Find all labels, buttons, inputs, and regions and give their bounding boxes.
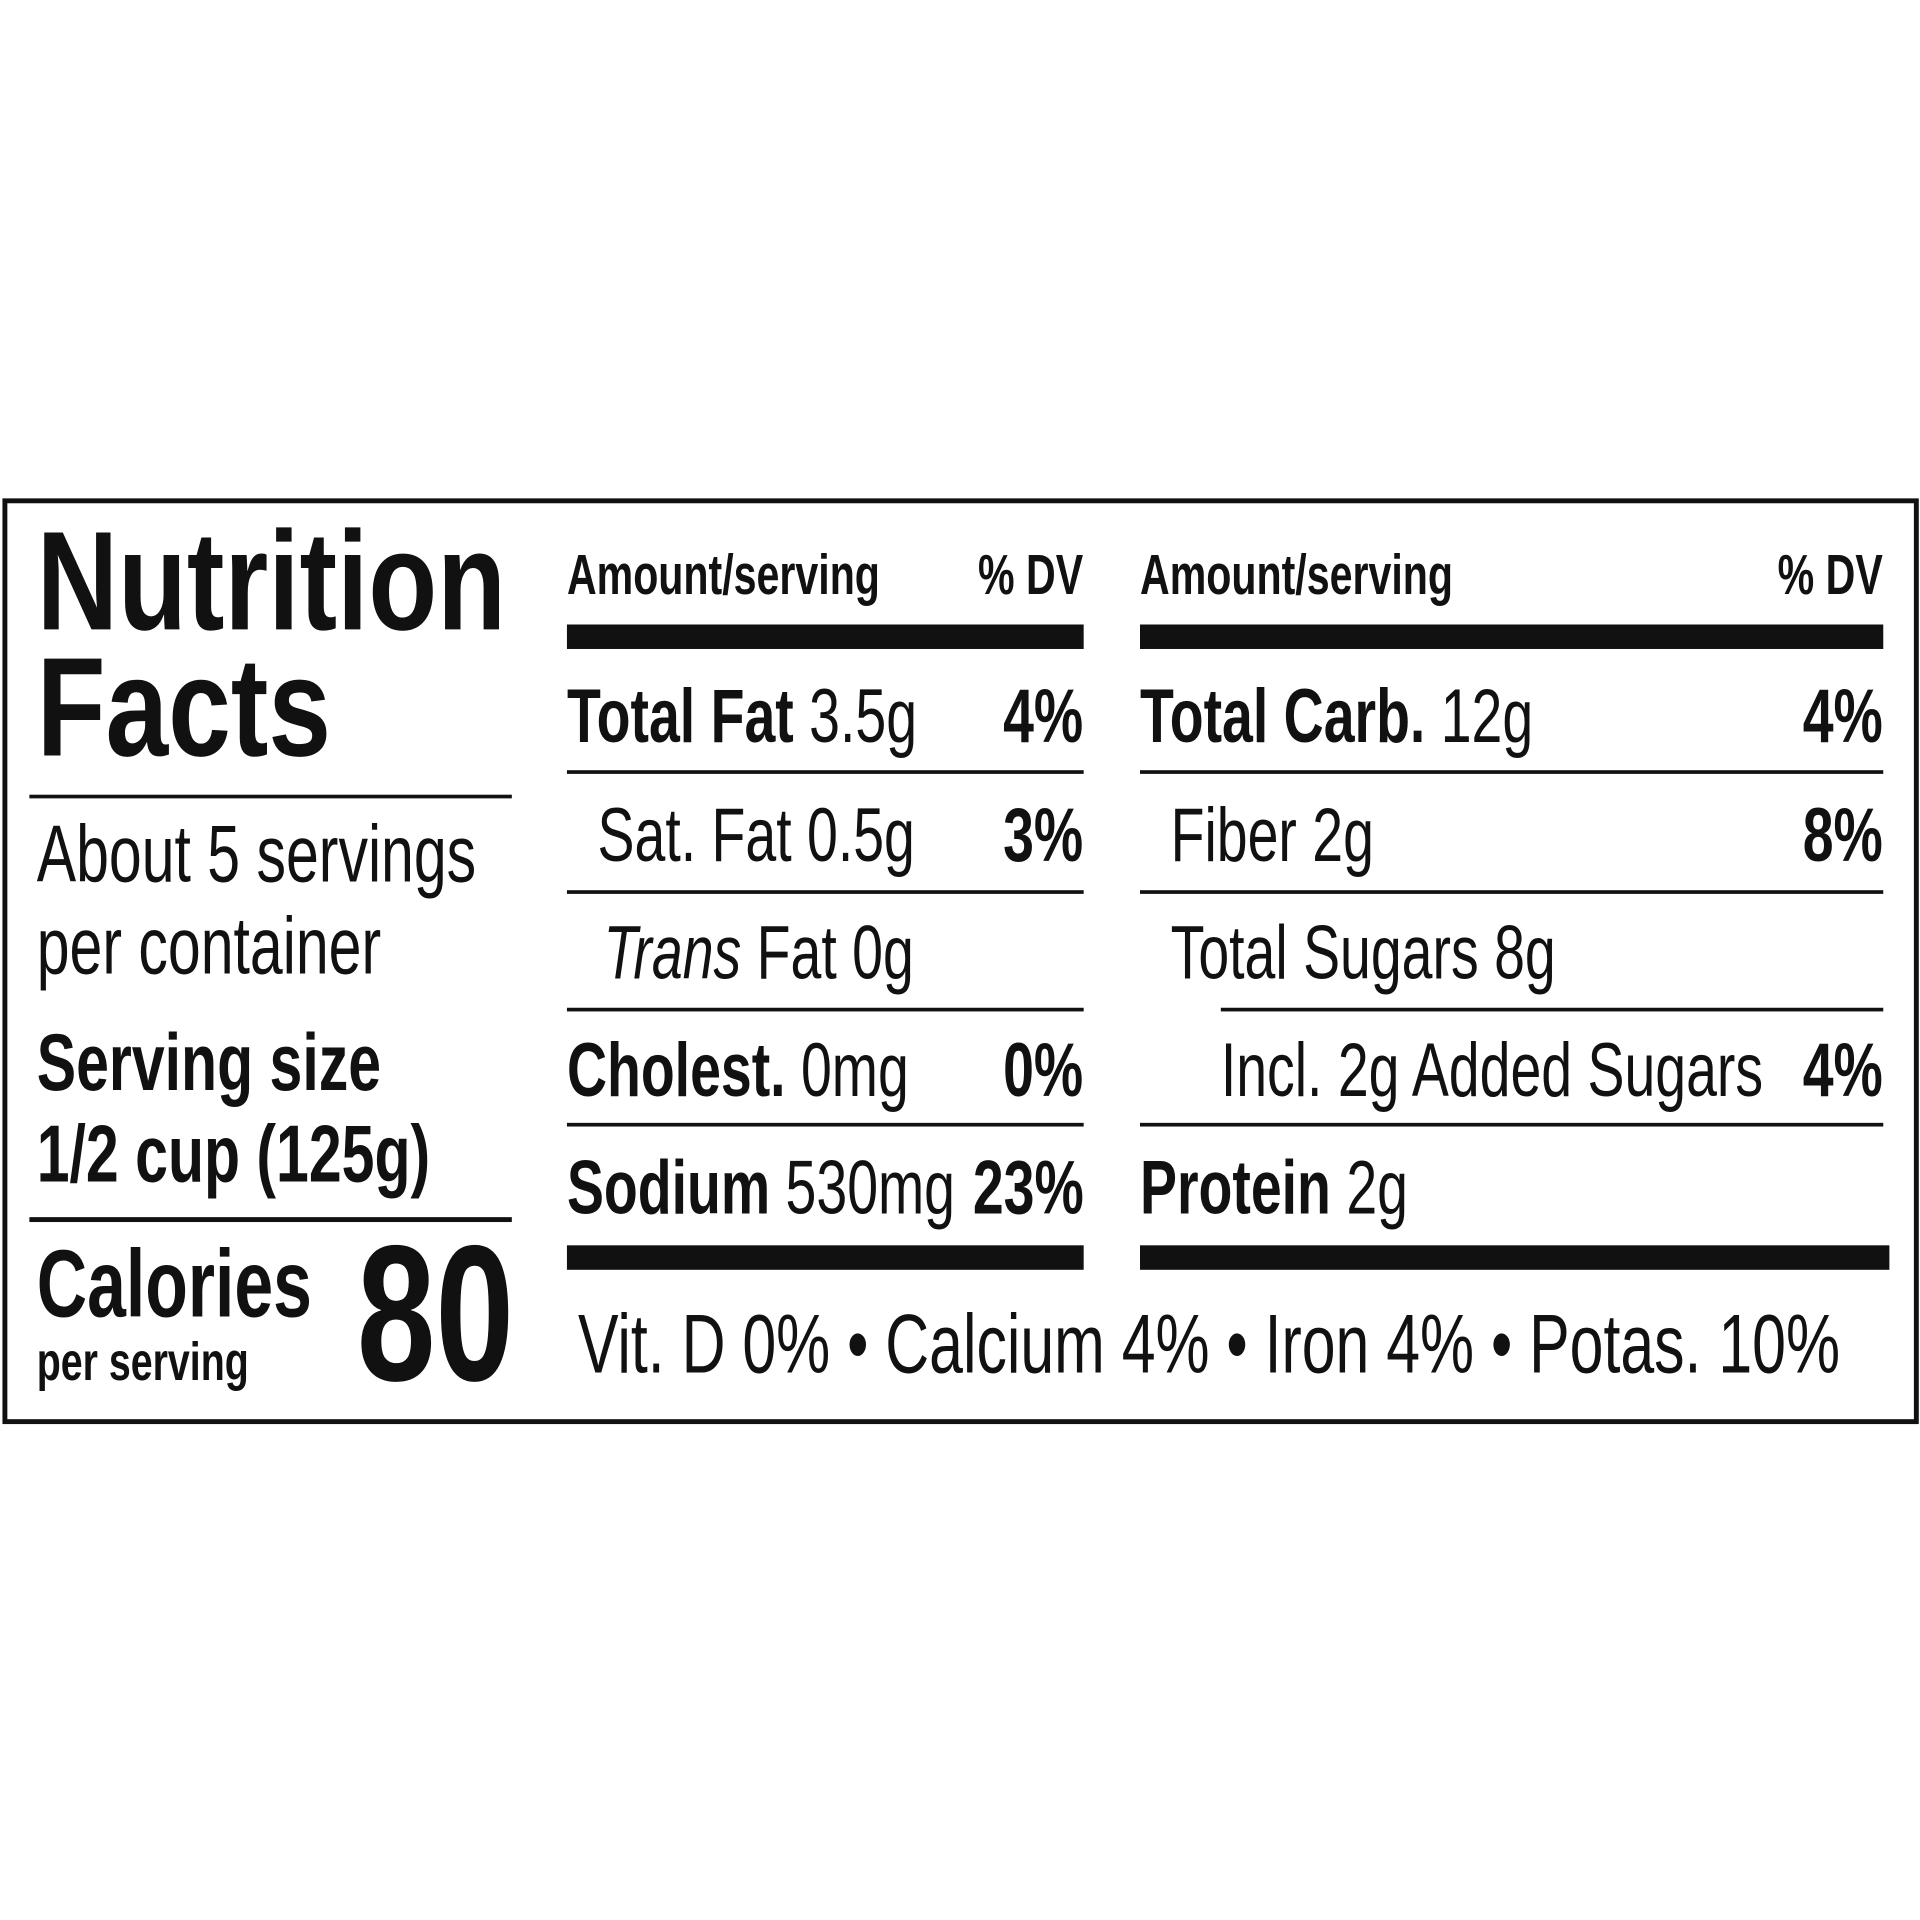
thick-bar	[566, 624, 1084, 649]
label-border	[2, 498, 1919, 1425]
divider	[1140, 890, 1884, 894]
divider	[29, 794, 512, 799]
divider	[1140, 1122, 1884, 1127]
row-added-sugars: Incl. 2g Added Sugars	[1220, 1028, 1764, 1114]
calories-per-serving: per serving	[36, 1332, 249, 1393]
col2-amount-header: Amount/serving	[1140, 542, 1453, 607]
dv-added-sugars: 4%	[1803, 1028, 1884, 1114]
col1-dv-header: % DV	[978, 542, 1084, 607]
thick-bar	[1140, 624, 1884, 649]
row-cholesterol: Cholest. 0mg	[566, 1028, 909, 1114]
dv-total-fat: 4%	[1003, 674, 1084, 760]
dv-sat-fat: 3%	[1003, 793, 1084, 878]
divider	[566, 770, 1084, 774]
dv-total-carb: 4%	[1803, 674, 1884, 760]
row-total-carb: Total Carb. 12g	[1140, 674, 1534, 760]
col2-dv-header: % DV	[1778, 542, 1884, 607]
thick-bar	[1140, 1245, 1890, 1270]
thick-bar	[566, 1245, 1084, 1270]
calories-value: 80	[357, 1206, 515, 1422]
row-sat-fat: Sat. Fat 0.5g	[597, 793, 915, 878]
title-facts: Facts	[36, 629, 332, 787]
divider	[29, 1217, 512, 1223]
dv-fiber: 8%	[1803, 793, 1884, 878]
dv-cholesterol: 0%	[1003, 1028, 1084, 1114]
row-fiber: Fiber 2g	[1170, 793, 1374, 878]
dv-sodium: 23%	[972, 1146, 1084, 1231]
divider	[566, 1122, 1084, 1127]
serving-size-value: 1/2 cup (125g)	[36, 1108, 431, 1199]
divider	[566, 1007, 1084, 1012]
divider	[566, 890, 1084, 894]
row-sodium: Sodium 530mg	[566, 1146, 956, 1231]
divider	[1140, 770, 1884, 774]
serving-size-label: Serving size	[36, 1016, 382, 1107]
row-total-sugars: Total Sugars 8g	[1170, 911, 1556, 996]
row-protein: Protein 2g	[1140, 1146, 1408, 1231]
row-total-fat: Total Fat 3.5g	[566, 674, 918, 760]
col1-amount-header: Amount/serving	[566, 542, 880, 607]
servings-per-container: About 5 servings	[36, 808, 477, 899]
vitamins-minerals: Vit. D 0% • Calcium 4% • Iron 4% • Potas…	[577, 1297, 1841, 1392]
calories-label: Calories	[36, 1229, 312, 1338]
title-nutrition: Nutrition	[36, 503, 507, 661]
divider	[1220, 1007, 1884, 1012]
row-trans-fat: Trans Fat 0g	[603, 911, 914, 996]
servings-per-container-2: per container	[36, 900, 382, 991]
